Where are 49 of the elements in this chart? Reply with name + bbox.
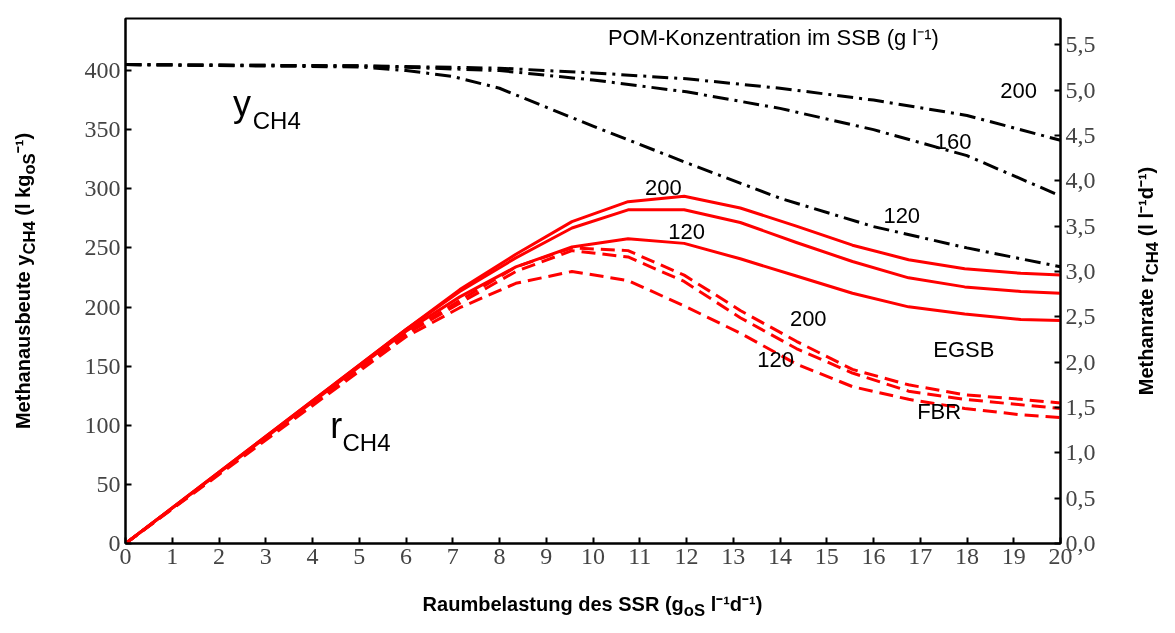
annotation: 200 — [644, 175, 682, 201]
y2-tick-label: 2,5 — [1065, 303, 1096, 330]
y2-tick-label: 5,5 — [1065, 31, 1096, 58]
y2-tick-label: 4,0 — [1065, 167, 1096, 194]
annotation: 120 — [668, 218, 706, 244]
x-tick-label: 15 — [814, 542, 839, 569]
y2-tick-label: 3,0 — [1065, 257, 1096, 284]
x-tick-label: 13 — [721, 542, 746, 569]
x-tick-label: 10 — [581, 542, 605, 569]
x-axis-title: Raumbelastung des SSR (g$_{oS}$ l⁻¹d⁻¹) — [422, 591, 763, 622]
y2-tick-label: 5,0 — [1065, 76, 1096, 103]
annotation: 200 — [789, 306, 827, 332]
x-tick-label: 6 — [400, 542, 412, 569]
x-tick-label: 2 — [213, 542, 225, 569]
annotation: 120 — [883, 203, 921, 229]
y-tick-label: 150 — [84, 352, 121, 379]
x-tick-label: 18 — [955, 542, 979, 569]
y-tick-label: 100 — [84, 411, 121, 438]
x-tick-label: 19 — [1001, 542, 1026, 569]
x-tick-label: 14 — [768, 542, 792, 569]
x-tick-label: 4 — [306, 542, 319, 569]
x-tick-label: 3 — [259, 542, 272, 569]
annotation: 200 — [1000, 78, 1037, 104]
annotation: 160 — [934, 128, 972, 154]
y-tick-label: 300 — [84, 175, 121, 202]
annotation: FBR — [917, 398, 962, 424]
x-tick-label: 11 — [628, 542, 652, 569]
y-tick-label: 200 — [84, 293, 121, 320]
y-tick-label: 350 — [84, 116, 121, 143]
y2-tick-label: 1,0 — [1065, 439, 1096, 466]
y-tick-label: 250 — [84, 234, 121, 261]
y-tick-label: 400 — [84, 57, 121, 84]
y2-tick-label: 0,5 — [1065, 484, 1096, 511]
y2-tick-label: 1,5 — [1065, 393, 1096, 420]
x-tick-label: 16 — [861, 542, 886, 569]
x-tick-label: 9 — [540, 542, 553, 569]
x-tick-label: 7 — [446, 542, 459, 569]
annotation: EGSB — [933, 337, 995, 363]
y-tick-label: 50 — [96, 470, 121, 497]
x-tick-label: 12 — [674, 542, 699, 569]
y2-tick-label: 3,5 — [1065, 212, 1096, 239]
y2-tick-label: 2,0 — [1065, 348, 1096, 375]
annotation: 120 — [757, 346, 794, 372]
y2-tick-label: 4,5 — [1065, 121, 1096, 148]
x-tick-label: 5 — [353, 542, 366, 569]
annotation: POM-Konzentration im SSB (g l⁻¹) — [607, 24, 939, 50]
x-tick-label: 17 — [908, 542, 933, 569]
x-tick-label: 1 — [166, 542, 179, 569]
x-tick-label: 8 — [493, 542, 506, 569]
